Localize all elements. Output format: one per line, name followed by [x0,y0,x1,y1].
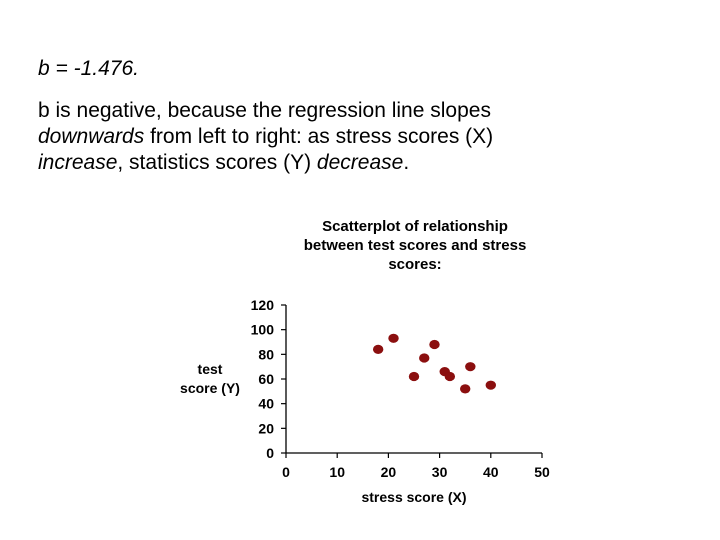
chart-title-line-3: scores: [388,256,441,273]
y-tick-label: 20 [258,420,274,436]
equation-value: b = -1.476. [38,57,139,80]
explanation-part-2: from left to right: as stress scores (X) [144,125,494,148]
x-tick-label: 40 [483,464,499,480]
y-tick-label: 120 [251,297,275,313]
explanation-increase: increase [38,151,118,174]
explanation-part-4: . [403,151,410,174]
data-point [460,384,471,394]
y-axis-label-line-1: test [198,361,223,377]
y-axis-label-line-2: score (Y) [180,380,240,396]
x-axis-ticks: 0 10 20 30 40 50 [282,453,550,480]
data-point [485,380,496,390]
data-point [444,371,456,382]
data-point [429,339,440,350]
explanation-part-3: , statistics scores (Y) [117,151,317,174]
x-tick-label: 10 [329,464,345,480]
x-axis-label: stress score (X) [361,489,466,505]
x-tick-label: 20 [381,464,397,480]
explanation-part-1: b is negative, because the regression li… [38,99,491,122]
y-axis-ticks: 0 20 40 60 80 100 120 [251,297,286,461]
y-tick-label: 60 [258,371,274,387]
chart-title: Scatterplot of relationship between test… [304,218,527,273]
explanation-downwards: downwards [38,125,145,148]
equation-text: b = -1.476. [38,56,698,82]
x-tick-label: 50 [534,464,550,480]
data-point [388,333,399,343]
data-point [419,353,430,363]
data-points [372,333,496,394]
y-tick-label: 80 [258,346,274,362]
chart-title-line-1: Scatterplot of relationship [322,218,508,235]
explanation-text: b is negative, because the regression li… [38,98,698,176]
data-point [372,344,384,354]
data-point [465,362,476,372]
data-point [408,371,420,382]
explanation-decrease: decrease [316,151,404,174]
x-tick-label: 0 [282,464,290,480]
x-tick-label: 30 [432,464,448,480]
y-tick-label: 40 [258,396,274,412]
y-tick-label: 100 [251,322,275,338]
y-tick-label: 0 [266,445,274,461]
chart-title-line-2: between test scores and stress [304,237,527,254]
